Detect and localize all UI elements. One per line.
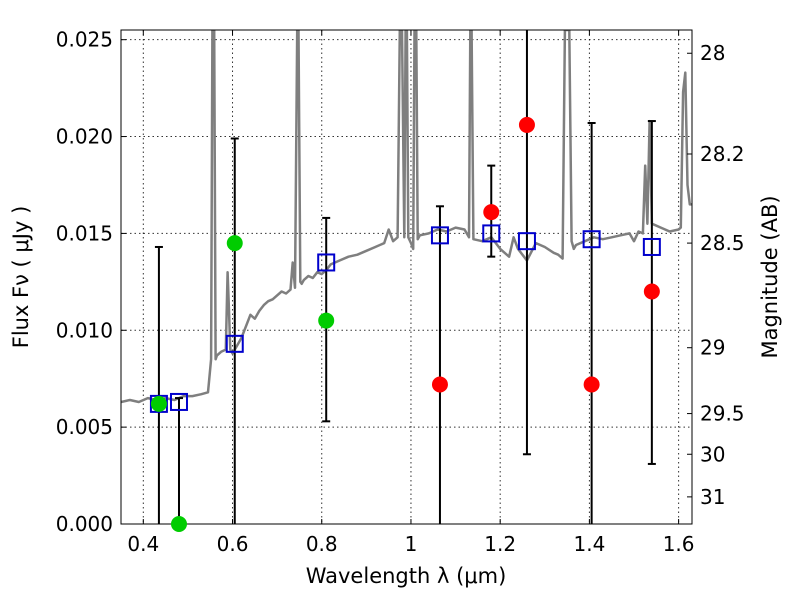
y-tick-label: 0.015 bbox=[56, 221, 113, 245]
model-square-marker bbox=[430, 226, 449, 245]
model-square-marker bbox=[582, 230, 601, 249]
x-tick-label: 0.6 bbox=[217, 532, 249, 556]
upper-limit-point bbox=[643, 283, 660, 300]
plot-area bbox=[121, 30, 692, 404]
y2-tick-label: 29 bbox=[700, 336, 725, 360]
markers bbox=[149, 30, 661, 532]
model-square-marker bbox=[317, 253, 336, 272]
x-tick-label: 1 bbox=[405, 532, 418, 556]
y-tick-label: 0.005 bbox=[56, 415, 113, 439]
axes: 0.4 0.6 0.8 1 1.2 1.4 1.6 0.000 0.005 0.010 0.015 0… bbox=[56, 28, 745, 556]
y-tick-label: 0.020 bbox=[56, 125, 113, 149]
detection-point bbox=[170, 516, 187, 532]
model-square-marker bbox=[482, 224, 501, 243]
y2-tick-label: 30 bbox=[700, 442, 725, 466]
detection-point bbox=[226, 235, 243, 252]
model-square-marker bbox=[517, 232, 536, 251]
model-square-marker bbox=[169, 392, 188, 411]
y2-tick-label: 28.2 bbox=[700, 142, 745, 166]
detection-point bbox=[318, 312, 335, 329]
y2-tick-label: 28 bbox=[700, 41, 725, 65]
x-axis-label: Wavelength λ (μm) bbox=[306, 564, 507, 588]
model-square-marker bbox=[642, 237, 661, 256]
x-tick-label: 1.6 bbox=[663, 532, 695, 556]
y2-tick-label: 28.5 bbox=[700, 231, 745, 255]
y-tick-label: 0.010 bbox=[56, 318, 113, 342]
x-tick-label: 1.2 bbox=[484, 532, 516, 556]
upper-limit-point bbox=[518, 116, 535, 133]
y2-axis-label: Magnitude (AB) bbox=[758, 195, 782, 358]
y-tick-label: 0.000 bbox=[56, 512, 113, 536]
spectrum-line bbox=[121, 30, 692, 404]
x-tick-label: 0.4 bbox=[127, 532, 159, 556]
y2-tick-label: 31 bbox=[700, 485, 725, 509]
x-tick-label: 0.8 bbox=[306, 532, 338, 556]
upper-limit-point bbox=[431, 376, 448, 393]
y-axis-label: Flux Fν ( μJy ) bbox=[9, 206, 33, 349]
y-tick-label: 0.025 bbox=[56, 28, 113, 52]
model-square-marker bbox=[225, 334, 244, 353]
detection-point bbox=[150, 395, 167, 412]
x-tick-label: 1.4 bbox=[573, 532, 605, 556]
plot-frame bbox=[120, 29, 693, 525]
upper-limit-point bbox=[483, 204, 500, 221]
y2-tick-label: 29.5 bbox=[700, 402, 745, 426]
upper-limit-point bbox=[583, 376, 600, 393]
